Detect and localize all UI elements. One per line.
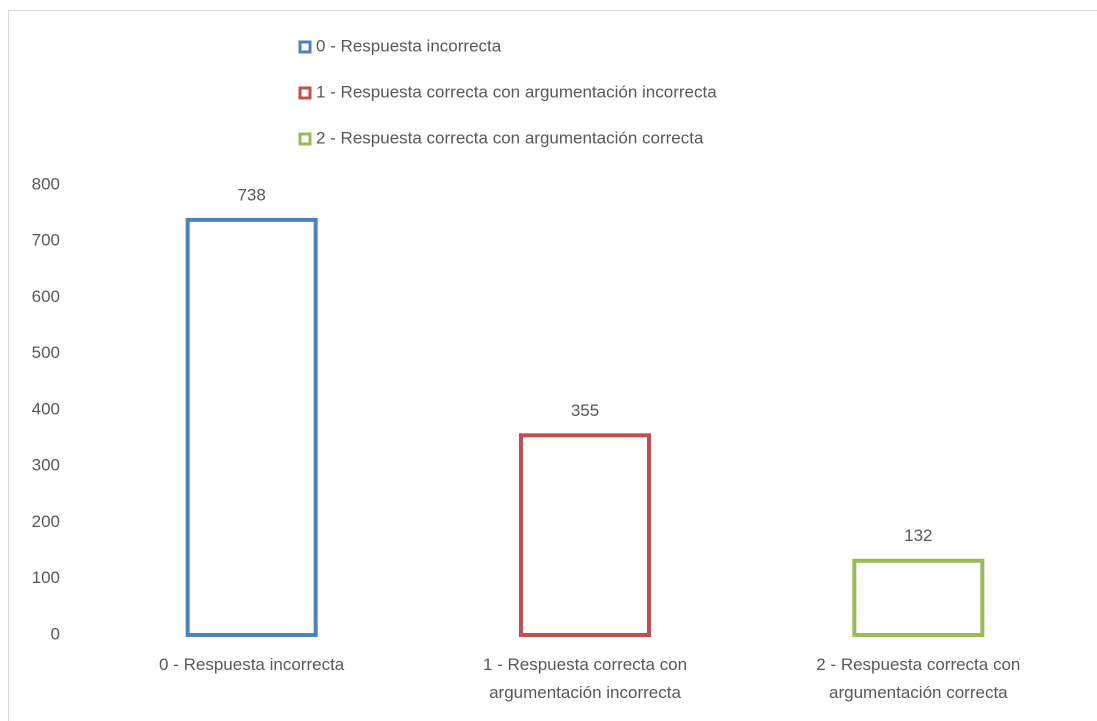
legend-swatch	[298, 132, 312, 146]
y-tick-label: 600	[32, 287, 60, 306]
bar	[852, 558, 985, 637]
bar	[185, 217, 318, 637]
legend-swatch	[298, 86, 312, 100]
x-tick-label: 0 - Respuesta incorrecta	[159, 655, 345, 674]
legend-label: 2 - Respuesta correcta con argumentación…	[316, 128, 704, 147]
chart-border	[8, 10, 1097, 721]
bar	[519, 433, 651, 637]
y-tick-label: 700	[32, 231, 60, 250]
y-tick-label: 500	[32, 343, 60, 362]
x-tick-label: 1 - Respuesta correcta con argumentación…	[482, 655, 688, 702]
data-label: 132	[904, 526, 932, 545]
data-label: 738	[237, 185, 265, 204]
data-label: 355	[571, 401, 599, 420]
x-tick-label: 2 - Respuesta correcta con argumentación…	[816, 655, 1021, 702]
legend-label: 1 - Respuesta correcta con argumentación…	[316, 82, 717, 101]
y-tick-label: 0	[51, 624, 60, 643]
y-tick-label: 400	[32, 399, 60, 418]
y-tick-label: 800	[32, 174, 60, 193]
legend-swatch	[298, 40, 312, 54]
y-tick-label: 100	[32, 568, 60, 587]
y-tick-label: 200	[32, 512, 60, 531]
legend-label: 0 - Respuesta incorrecta	[316, 36, 502, 55]
y-tick-label: 300	[32, 456, 60, 475]
